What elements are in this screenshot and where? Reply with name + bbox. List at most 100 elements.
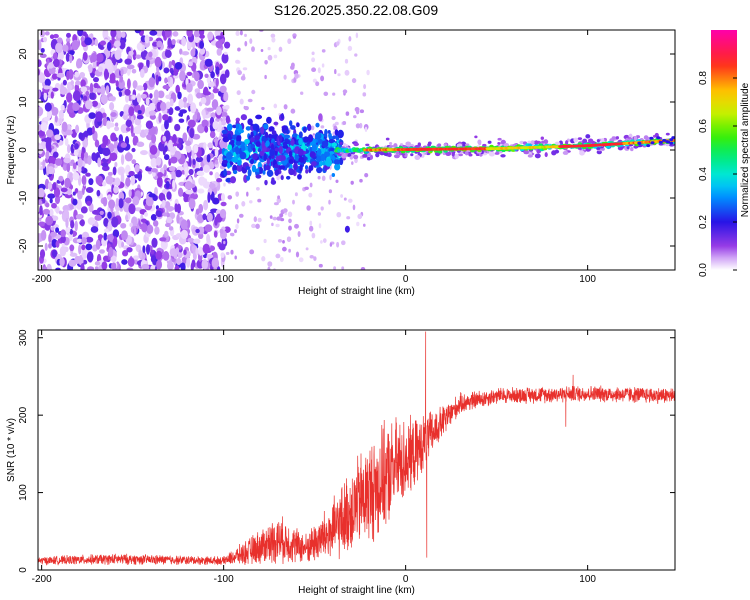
spectrogram-cell: [236, 90, 241, 96]
spectrogram-cell: [240, 75, 246, 81]
spectrogram-cell: [84, 37, 93, 46]
spectrogram-cell: [365, 143, 370, 147]
spectrogram-cell: [169, 156, 178, 164]
spectrogram-cell: [118, 191, 125, 201]
spectrogram-cell: [176, 203, 182, 214]
spectrogram-cell: [363, 223, 366, 227]
spectrogram-cell: [207, 31, 214, 41]
spectrogram-cell: [257, 198, 262, 203]
spectrogram-cell: [174, 169, 183, 178]
spectrogram-cell: [91, 100, 99, 107]
spectrogram-cell: [219, 73, 227, 85]
spectrogram-cell: [274, 147, 280, 152]
spectrogram-cell: [145, 196, 154, 207]
spectrogram-cell: [206, 107, 214, 112]
spectrogram-cell: [224, 69, 230, 78]
spectrogram-cell: [142, 82, 148, 91]
spectrogram-cell: [136, 42, 143, 51]
spectrogram-cell: [58, 175, 64, 182]
spectrogram-cell: [375, 152, 380, 158]
spectrogram-cell: [230, 249, 234, 255]
spectrogram-cell: [81, 175, 87, 186]
spectrogram-cell: [120, 222, 127, 229]
spectrogram-cell: [264, 74, 267, 80]
spectrogram-cell: [42, 266, 48, 270]
spectrogram-cell: [175, 233, 182, 238]
spectrogram-cell: [320, 146, 326, 154]
spectrogram-cell: [64, 138, 69, 146]
spectrogram-cell: [320, 75, 325, 82]
spectrogram-cell: [500, 154, 506, 158]
spectrogram-cell: [89, 82, 94, 94]
spectrogram-cell: [331, 173, 336, 177]
spectrogram-cell: [302, 126, 307, 133]
spectrogram-cell: [110, 30, 117, 38]
spectrogram-cell: [178, 118, 185, 123]
spectrogram-cell: [38, 68, 41, 76]
spectrogram-cell: [235, 59, 240, 64]
spectrogram-cell: [69, 244, 75, 252]
spectrogram-cell: [395, 151, 400, 155]
spectrogram-cell: [46, 129, 54, 138]
spectrogram-cell: [337, 129, 344, 139]
spectrogram-cell: [55, 267, 61, 270]
spectrogram-cell: [66, 70, 70, 81]
spectrogram-cell: [261, 141, 265, 148]
spectrogram-cell: [195, 247, 199, 256]
spectrogram-cell: [321, 63, 325, 68]
spectrogram-cell: [82, 51, 88, 61]
spectrogram-cell: [255, 114, 263, 120]
spectrogram-cell: [66, 144, 71, 154]
spectrogram-cell: [172, 133, 177, 144]
spectrogram-cell: [187, 119, 196, 128]
spectrogram-cell: [43, 85, 51, 90]
spectrogram-cell: [249, 200, 253, 204]
spectrogram-cell: [274, 169, 280, 177]
spectrogram-cell: [288, 151, 293, 158]
spectrogram-cell: [90, 226, 99, 233]
spectrogram-cell: [236, 218, 240, 224]
spectrogram-cell: [219, 38, 225, 44]
x-tick-label: -200: [32, 574, 52, 585]
spectrogram-cell: [109, 102, 115, 111]
spectrogram-cell: [157, 90, 165, 99]
spectrogram-cell: [261, 106, 265, 111]
spectrogram-cell: [239, 98, 244, 105]
spectrogram-cell: [244, 138, 250, 145]
spectrogram-cell: [87, 266, 95, 270]
spectrogram-cell: [277, 238, 283, 243]
spectrogram-cell: [255, 141, 261, 147]
spectrogram-cell: [121, 230, 128, 241]
spectrogram-cell: [87, 155, 92, 166]
spectrogram-cell: [399, 143, 404, 146]
spectrogram-cell: [145, 120, 154, 130]
spectrogram-cell: [50, 231, 58, 237]
spectrogram-cell: [167, 206, 175, 212]
spectrogram-cell: [40, 47, 45, 53]
spectrogram-cell: [188, 156, 192, 168]
spectrogram-cell: [650, 141, 655, 145]
spectrogram-cell: [61, 121, 68, 132]
spectrogram-cell: [189, 127, 195, 139]
spectrogram-cell: [251, 164, 257, 173]
spectrogram-cell: [276, 216, 282, 221]
spectrogram-cell: [173, 70, 179, 76]
spectrogram-cell: [130, 124, 134, 135]
spectrogram-cell: [127, 257, 135, 267]
spectrogram-cell: [144, 129, 149, 134]
spectrogram-cell: [328, 151, 335, 155]
colorbar-tick-label: 0.4: [698, 167, 709, 181]
spectrogram-cell: [119, 39, 126, 50]
spectrogram-cell: [337, 73, 341, 77]
spectrogram-cell: [219, 228, 224, 234]
spectrogram-cell: [58, 117, 63, 125]
spectrogram-cell: [454, 153, 459, 159]
spectrogram-cell: [220, 111, 228, 118]
spectrogram-cell: [201, 258, 209, 270]
spectrogram-cell: [336, 211, 342, 218]
y-tick-label: 20: [18, 48, 29, 60]
spectrogram-cell: [199, 47, 206, 55]
spectrogram-cell: [273, 103, 278, 109]
spectrogram-cell: [202, 243, 211, 254]
